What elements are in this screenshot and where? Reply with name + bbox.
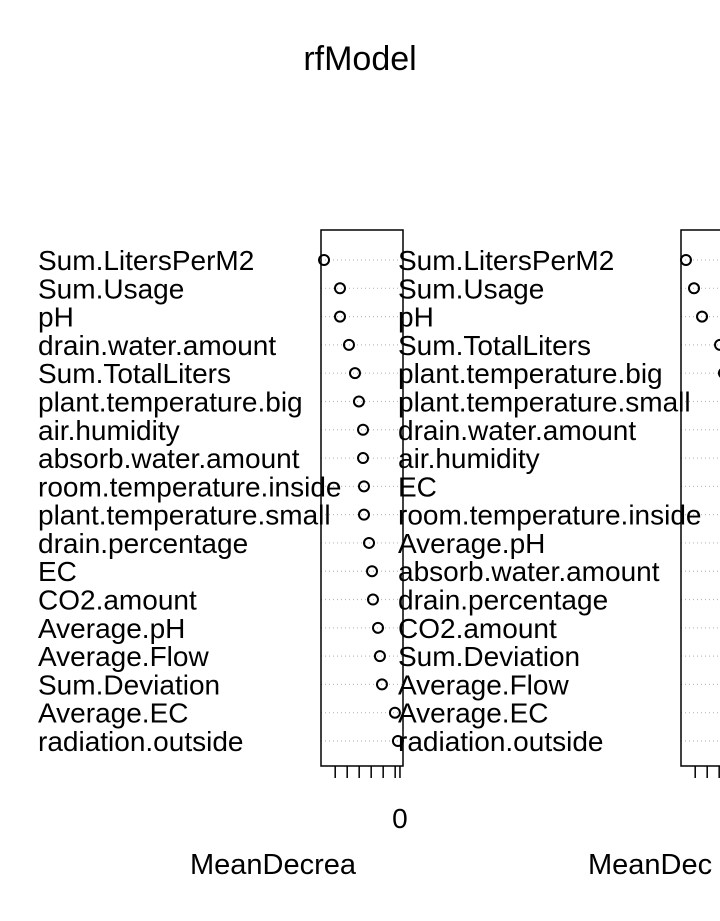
- category-label: room.temperature.inside: [398, 500, 701, 531]
- plot-frame: [320, 229, 404, 767]
- dot: [372, 621, 385, 634]
- category-label: plant.temperature.small: [398, 386, 691, 417]
- dot: [679, 254, 692, 266]
- category-label: drain.water.amount: [398, 415, 636, 446]
- category-label: radiation.outside: [398, 726, 603, 757]
- category-label: absorb.water.amount: [398, 556, 660, 587]
- dot: [348, 367, 361, 380]
- category-label: Average.pH: [38, 613, 185, 644]
- category-label: CO2.amount: [38, 585, 197, 616]
- panel-clipped: MeanDecrea: [190, 849, 357, 881]
- panel: 0 Sum.LitersPerM2Sum.UsagepHdrain.water.a…: [38, 229, 408, 834]
- category-label: drain.percentage: [398, 585, 608, 616]
- dot: [714, 338, 720, 351]
- category-label: air.humidity: [38, 415, 180, 446]
- dot: [391, 735, 404, 747]
- dot: [375, 678, 388, 691]
- category-label: pH: [398, 302, 434, 333]
- x-axis-label: MeanDecrea: [190, 849, 357, 881]
- dot: [366, 565, 379, 578]
- category-label: plant.temperature.small: [38, 500, 331, 531]
- category-label: Sum.Usage: [398, 273, 544, 304]
- dot: [373, 650, 386, 663]
- dot: [363, 536, 376, 549]
- category-label: Sum.Deviation: [38, 669, 220, 700]
- category-label: Average.EC: [398, 698, 548, 729]
- category-label: EC: [398, 471, 437, 502]
- category-label: Average.Flow: [38, 641, 209, 672]
- category-label: Sum.Deviation: [398, 641, 580, 672]
- category-label: Sum.LitersPerM2: [38, 245, 254, 276]
- category-label: pH: [38, 302, 74, 333]
- dot: [357, 508, 370, 521]
- chart-title: rfModel: [303, 40, 416, 78]
- panel: 0Sum.LitersPerM2Sum.UsagepHSum.TotalLite…: [398, 229, 720, 778]
- category-label: Sum.TotalLiters: [38, 358, 231, 389]
- dot: [318, 254, 331, 266]
- dot: [357, 480, 370, 493]
- dot: [357, 452, 370, 465]
- category-label: drain.water.amount: [38, 330, 276, 361]
- category-label: Sum.LitersPerM2: [398, 245, 614, 276]
- category-label: drain.percentage: [38, 528, 248, 559]
- category-label: Average.pH: [398, 528, 545, 559]
- dot: [352, 395, 365, 408]
- x-tick-label: 0: [392, 803, 408, 834]
- category-label: Sum.Usage: [38, 273, 184, 304]
- category-label: radiation.outside: [38, 726, 243, 757]
- category-label: room.temperature.inside: [38, 471, 341, 502]
- dot: [333, 310, 346, 323]
- plot-frame: [680, 229, 720, 767]
- category-label: absorb.water.amount: [38, 443, 300, 474]
- category-label: CO2.amount: [398, 613, 557, 644]
- dot: [717, 368, 720, 378]
- panel-clipped: MeanDec: [588, 849, 712, 881]
- category-label: plant.temperature.big: [398, 358, 663, 389]
- dot: [366, 593, 379, 606]
- dot: [342, 338, 355, 351]
- dot: [696, 310, 709, 323]
- category-label: air.humidity: [398, 443, 540, 474]
- x-axis-label: MeanDec: [588, 849, 712, 881]
- category-label: plant.temperature.big: [38, 386, 303, 417]
- dot: [333, 282, 346, 295]
- dot: [687, 282, 700, 295]
- dot: [388, 706, 401, 719]
- category-label: Average.EC: [38, 698, 188, 729]
- dot: [357, 423, 370, 436]
- category-label: Average.Flow: [398, 669, 569, 700]
- category-label: EC: [38, 556, 77, 587]
- category-label: Sum.TotalLiters: [398, 330, 591, 361]
